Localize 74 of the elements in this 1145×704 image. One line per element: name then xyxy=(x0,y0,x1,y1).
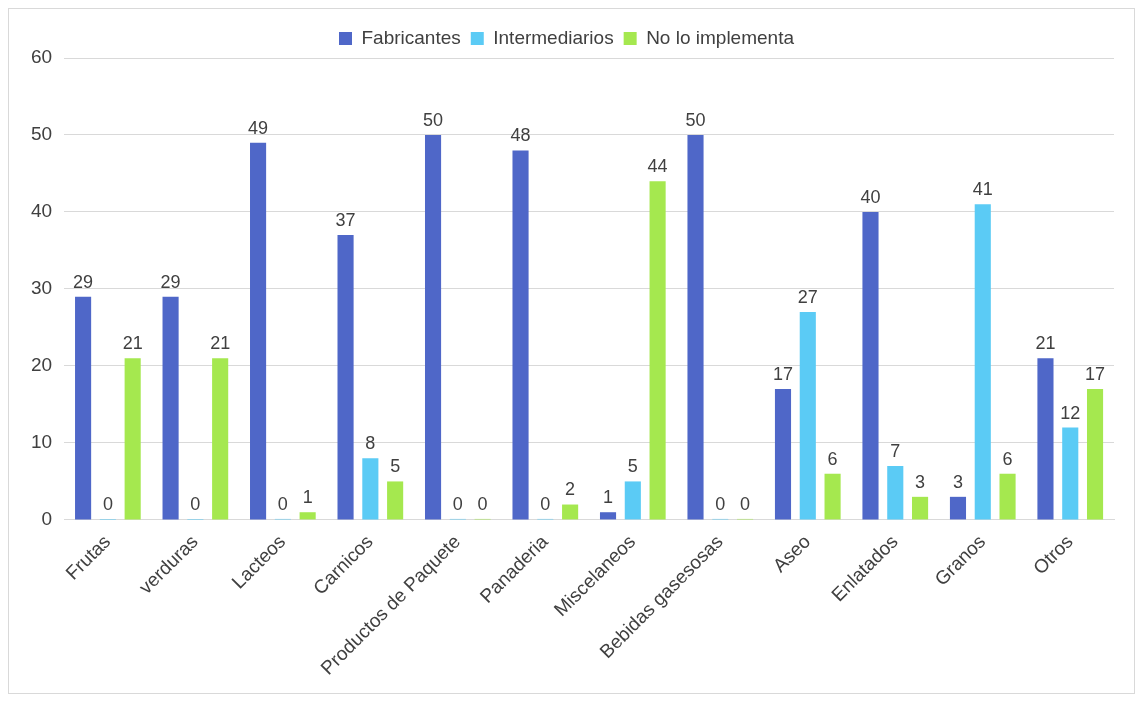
data-label: 0 xyxy=(740,493,751,514)
bar xyxy=(649,181,666,520)
data-label: 12 xyxy=(1060,402,1081,423)
data-label: 5 xyxy=(627,456,638,477)
bar xyxy=(250,142,267,520)
data-label: 5 xyxy=(390,456,401,477)
bar xyxy=(949,496,967,520)
legend-label: Intermediarios xyxy=(493,26,614,48)
data-label: 1 xyxy=(302,487,313,508)
data-label: 0 xyxy=(190,493,201,514)
bar xyxy=(1037,358,1054,520)
bar xyxy=(387,481,404,520)
data-label: 27 xyxy=(797,287,818,308)
bar xyxy=(887,466,904,520)
data-label: 7 xyxy=(890,441,901,461)
data-label: 0 xyxy=(102,493,113,514)
data-label: 8 xyxy=(365,433,376,454)
bar xyxy=(337,235,354,520)
data-label: 0 xyxy=(715,493,726,514)
y-tick-label: 20 xyxy=(30,354,53,376)
data-label: 48 xyxy=(510,125,531,146)
data-label: 2 xyxy=(565,479,576,500)
data-label: 37 xyxy=(335,210,356,231)
data-label: 0 xyxy=(477,493,488,514)
y-tick-label: 30 xyxy=(30,277,53,299)
bar xyxy=(1086,389,1104,520)
data-label: 21 xyxy=(1035,333,1056,354)
data-label: 0 xyxy=(277,493,288,514)
bar xyxy=(75,296,92,520)
y-tick-label: 60 xyxy=(30,46,53,68)
data-label: 50 xyxy=(685,109,706,130)
bar xyxy=(824,473,841,520)
bar xyxy=(599,512,617,520)
data-label: 29 xyxy=(73,271,94,292)
data-label: 0 xyxy=(452,493,463,514)
data-label: 41 xyxy=(972,179,993,200)
bar xyxy=(862,211,879,520)
data-label: 40 xyxy=(860,186,881,207)
bar xyxy=(562,504,579,520)
bar xyxy=(512,150,529,520)
bar xyxy=(362,458,379,520)
data-label: 21 xyxy=(122,333,143,354)
bar xyxy=(424,134,442,520)
data-label: 17 xyxy=(1085,364,1106,385)
bar xyxy=(299,512,316,520)
data-label: 17 xyxy=(772,364,794,385)
bar xyxy=(124,358,141,520)
y-tick-label: 40 xyxy=(30,200,53,222)
data-label: 49 xyxy=(248,117,269,138)
bar xyxy=(799,312,816,520)
data-label: 6 xyxy=(827,448,838,469)
data-label: 44 xyxy=(647,156,668,177)
y-tick-label: 50 xyxy=(30,123,53,145)
legend-label: Fabricantes xyxy=(361,26,461,48)
bar xyxy=(974,204,991,520)
bar xyxy=(624,481,641,520)
data-label: 29 xyxy=(160,271,181,292)
data-label: 3 xyxy=(915,471,926,492)
y-tick-label: 10 xyxy=(30,431,53,453)
legend-label: No lo implementa xyxy=(646,26,795,48)
data-label: 1 xyxy=(603,487,614,508)
data-label: 3 xyxy=(952,471,963,492)
bar xyxy=(687,134,704,520)
bar xyxy=(1062,427,1079,520)
bar xyxy=(999,473,1016,520)
data-label: 50 xyxy=(423,109,444,130)
bar xyxy=(162,296,179,520)
bar xyxy=(212,358,229,520)
bar xyxy=(774,389,792,520)
data-label: 6 xyxy=(1002,448,1013,469)
data-label: 21 xyxy=(210,333,231,354)
bar xyxy=(912,496,929,520)
y-tick-label: 0 xyxy=(41,508,53,530)
data-label: 0 xyxy=(540,493,551,514)
